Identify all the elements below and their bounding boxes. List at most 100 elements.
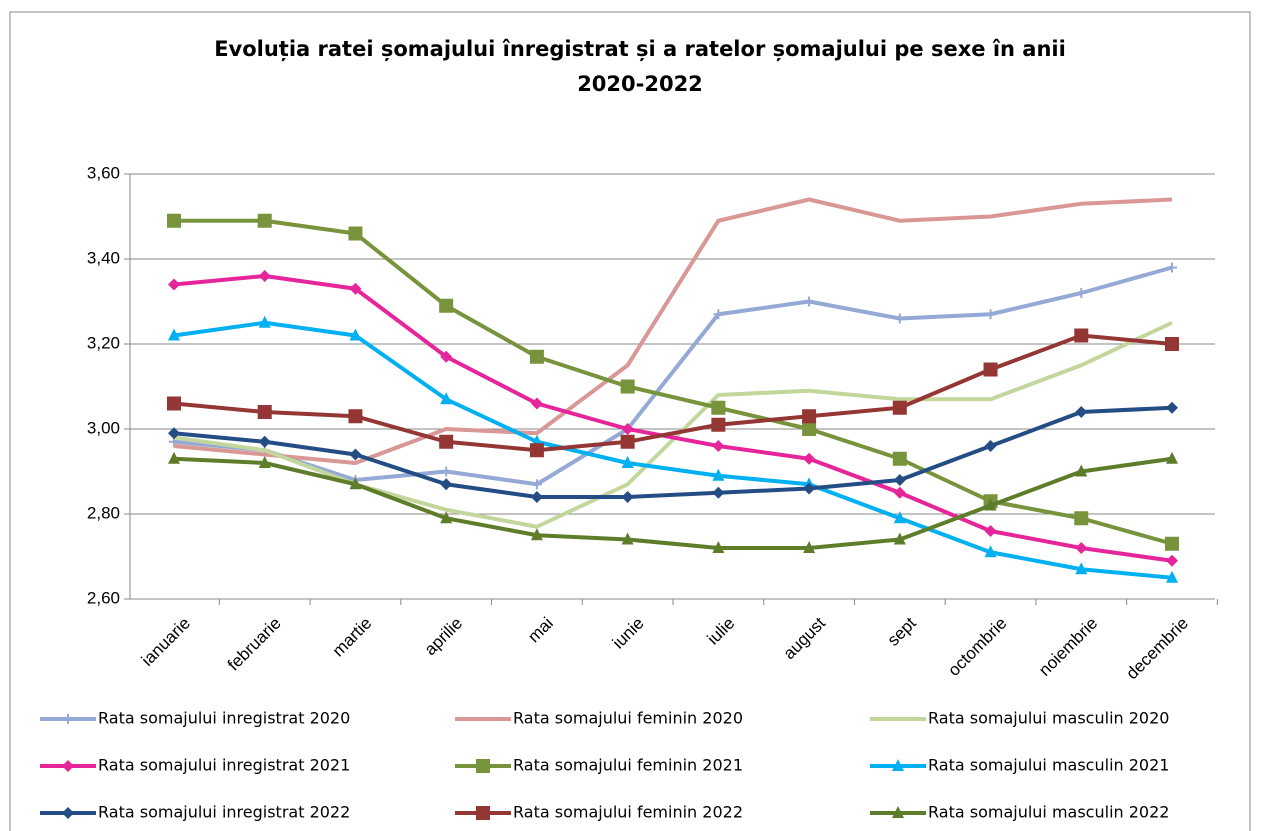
marker xyxy=(348,409,363,424)
marker xyxy=(1075,542,1088,554)
x-tick-label: aprilie xyxy=(421,614,467,660)
marker xyxy=(711,417,726,432)
x-tick-label: ianuarie xyxy=(138,614,194,670)
title-line: 2020-2022 xyxy=(577,72,703,96)
marker xyxy=(349,328,362,341)
marker xyxy=(802,409,817,424)
marker xyxy=(476,759,490,773)
marker xyxy=(1165,536,1179,551)
marker xyxy=(712,440,725,452)
title-line: Evoluția ratei șomajului înregistrat și … xyxy=(214,37,1066,62)
line xyxy=(173,274,1173,563)
marker xyxy=(620,434,635,449)
legend-label: Rata somajului inregistrat 2020 xyxy=(98,709,350,728)
marker xyxy=(985,309,996,320)
marker xyxy=(713,309,724,320)
line xyxy=(173,265,1173,487)
legend-label: Rata somajului inregistrat 2022 xyxy=(98,803,350,822)
marker xyxy=(893,511,906,524)
marker xyxy=(167,213,181,228)
x-tick-label: noiembrie xyxy=(1035,614,1101,680)
chart-title: Evoluția ratei șomajului înregistrat și … xyxy=(214,37,1066,96)
y-tick-label: 3,20 xyxy=(87,333,120,352)
marker xyxy=(530,528,543,541)
marker xyxy=(1076,288,1087,298)
marker xyxy=(440,511,453,524)
marker xyxy=(712,486,725,499)
legend-label: Rata somajului masculin 2020 xyxy=(928,709,1169,728)
marker xyxy=(984,525,997,537)
marker xyxy=(349,477,362,490)
line xyxy=(173,320,1173,529)
marker xyxy=(984,440,997,452)
marker xyxy=(62,760,74,772)
marker xyxy=(63,714,73,724)
marker xyxy=(476,806,490,820)
marker xyxy=(621,456,634,468)
legend-label: Rata somajului feminin 2020 xyxy=(513,709,743,728)
marker xyxy=(1074,511,1089,526)
x-tick-label: decembrie xyxy=(1122,614,1192,684)
marker xyxy=(1166,451,1178,464)
marker xyxy=(530,491,543,503)
x-tick-label: octombrie xyxy=(944,614,1010,680)
marker xyxy=(620,379,635,394)
marker xyxy=(892,806,904,818)
x-tick-label: august xyxy=(780,613,830,663)
marker xyxy=(440,392,453,405)
marker xyxy=(892,400,907,415)
marker xyxy=(1075,562,1088,575)
legend-label: Rata somajului inregistrat 2021 xyxy=(98,756,350,775)
legend-label: Rata somajului feminin 2021 xyxy=(513,756,743,775)
x-tick-label: februarie xyxy=(224,614,285,675)
marker xyxy=(257,405,272,419)
line xyxy=(173,456,1173,550)
x-tick-label: sept xyxy=(884,613,920,649)
marker xyxy=(894,313,905,324)
marker xyxy=(439,298,454,313)
marker xyxy=(1167,262,1177,273)
marker xyxy=(440,350,453,363)
marker xyxy=(892,451,907,466)
marker xyxy=(168,278,180,291)
marker xyxy=(711,400,726,415)
marker xyxy=(168,328,180,341)
marker xyxy=(529,443,544,458)
x-tick-label: martie xyxy=(329,614,376,661)
x-tick-label: mai xyxy=(524,614,557,647)
marker xyxy=(168,427,180,440)
legend-label: Rata somajului feminin 2022 xyxy=(513,803,743,822)
line xyxy=(173,405,1173,499)
marker xyxy=(258,315,271,328)
chart-frame xyxy=(9,11,1251,831)
line xyxy=(174,218,1173,546)
marker xyxy=(1166,570,1178,583)
y-tick-label: 3,40 xyxy=(87,248,120,267)
marker xyxy=(712,541,725,553)
marker xyxy=(803,452,816,465)
marker xyxy=(1074,328,1089,343)
marker xyxy=(621,532,634,545)
line xyxy=(173,197,1173,465)
y-tick-label: 3,60 xyxy=(87,163,120,182)
y-tick-label: 2,60 xyxy=(87,588,120,607)
y-tick-label: 2,80 xyxy=(87,503,120,522)
marker xyxy=(258,435,271,448)
marker xyxy=(258,270,271,282)
marker xyxy=(531,479,542,490)
marker xyxy=(258,456,271,468)
marker xyxy=(1165,337,1179,351)
marker xyxy=(349,282,362,295)
marker xyxy=(348,226,363,241)
x-tick-label: iunie xyxy=(609,614,648,653)
legend-label: Rata somajului masculin 2022 xyxy=(928,803,1169,822)
marker xyxy=(983,362,998,377)
marker xyxy=(712,468,725,481)
marker xyxy=(62,807,74,819)
marker xyxy=(892,759,904,771)
marker xyxy=(893,532,906,545)
marker xyxy=(257,213,272,228)
marker xyxy=(802,422,817,436)
marker xyxy=(893,486,906,499)
